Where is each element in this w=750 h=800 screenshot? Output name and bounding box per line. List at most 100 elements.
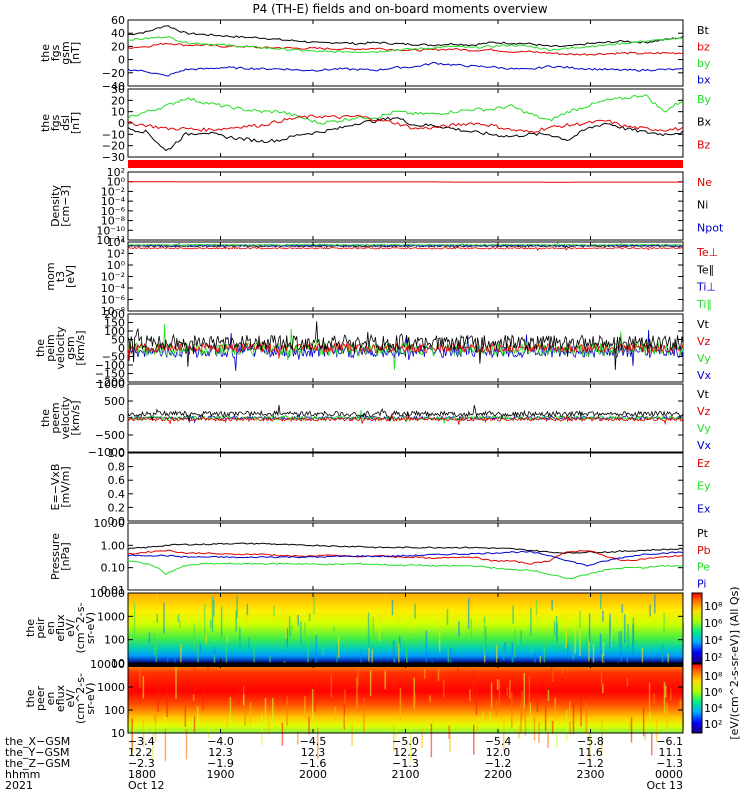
- panel-fgs_dsl-ytick-label: 30: [111, 83, 125, 96]
- panel-peer-streak: [518, 726, 520, 739]
- panel-fgs_gsm-ytick-label: 20: [111, 40, 125, 53]
- panel-peir-streak: [560, 607, 563, 616]
- panel-peir-ylabel: eV/: [64, 619, 77, 637]
- panel-fgs_gsm-series-2: [127, 36, 684, 54]
- panel-peer-streak: [164, 715, 166, 725]
- panel-peer-streak: [272, 698, 274, 724]
- panel-peir-streak: [378, 613, 381, 642]
- panel-peer-streak: [344, 715, 347, 727]
- xaxis-value-r3-c3: 2100: [392, 768, 420, 781]
- panel-mom_temp-ytick-label: 10⁻⁴: [101, 282, 126, 295]
- panel-density-ytick-label: 10⁰: [107, 176, 126, 189]
- panel-peer-streak: [551, 668, 554, 682]
- panel-peir-streak: [623, 614, 626, 643]
- panel-fgs_dsl-legend-0: By: [697, 93, 712, 106]
- panel-peir-streak: [226, 635, 229, 643]
- panel-peir-streak: [530, 646, 533, 654]
- xaxis-value-r2-c3: −1.3: [392, 757, 419, 770]
- xaxis-value-r1-c5: 11.6: [578, 746, 603, 759]
- panel-peir-streak: [248, 637, 250, 653]
- panel-peem_velocity-ylabel: [km/s]: [69, 400, 82, 435]
- xaxis-value-r2-c2: −1.6: [300, 757, 327, 770]
- panel-peim_velocity-ylabel: [km/s]: [74, 330, 87, 365]
- panel-fgs_dsl-series-2: [127, 114, 684, 133]
- panel-peer-streak: [344, 689, 346, 706]
- panel-peir-streak: [337, 637, 340, 658]
- panel-peer-streak: [226, 721, 228, 729]
- panel-mom_temp-line-3: [127, 245, 684, 251]
- panel-mom_temp-frame: [127, 241, 684, 312]
- panel-peer-ylabel: peer: [34, 686, 47, 712]
- panel-peir-streak: [148, 632, 151, 644]
- panel-peir-streak: [627, 624, 629, 655]
- panel-mom_temp-ytick-label: 10²: [107, 248, 125, 261]
- colorbar-upper-tick-2: 10⁴: [704, 634, 723, 647]
- panel-peer-streak: [547, 732, 549, 749]
- panel-fgs_dsl-ytick-label: 0: [118, 117, 125, 130]
- panel-peer-streak: [585, 701, 588, 733]
- panel-peir-streak: [203, 604, 206, 638]
- panel-peer-streak: [649, 711, 651, 723]
- panel-peer-streak: [351, 723, 353, 746]
- panel-peer-streak: [490, 682, 493, 708]
- panel-peir-streak: [496, 645, 498, 674]
- panel-peer-streak: [498, 680, 501, 705]
- panel-fgs_gsm-series-3: [127, 61, 684, 77]
- panel-peer-streak: [600, 672, 603, 686]
- panel-peir-streak: [601, 653, 604, 670]
- panel-peir-ylabel: en: [44, 621, 57, 635]
- panel-pressure-series-3: [127, 550, 684, 567]
- panel-peir-streak: [285, 616, 287, 639]
- panel-peir-streak: [391, 600, 394, 616]
- panel-peer-streak: [663, 681, 666, 714]
- panel-peer-ylabel: eflux: [54, 684, 67, 712]
- panel-peer-streak: [525, 676, 528, 705]
- panel-peem_velocity-legend-2: Vy: [697, 422, 711, 435]
- panel-fgs_dsl-ytick-label: 10: [111, 106, 125, 119]
- panel-peir-streak: [626, 657, 629, 668]
- panel-efield-ylabel: [mV/m]: [59, 466, 72, 507]
- panel-peir-streak: [205, 634, 207, 644]
- panel-peer-spectrogram: [128, 664, 683, 733]
- panel-efield-frame: [127, 452, 684, 522]
- panel-fgs_gsm-ytick-label: 60: [111, 14, 125, 27]
- panel-peer-streak: [521, 690, 523, 721]
- panel-density-ylabel: Density: [49, 185, 62, 227]
- status-bar: [128, 160, 683, 168]
- panel-peir-streak: [588, 638, 590, 662]
- panel-peir-streak: [225, 644, 228, 665]
- panel-peir-streak: [641, 647, 644, 668]
- panel-peir-streak: [385, 594, 387, 618]
- panel-peir-streak: [565, 612, 568, 649]
- panel-peim_velocity-legend-2: Vy: [697, 352, 711, 365]
- panel-peer-streak: [409, 730, 412, 763]
- panel-pressure-ytick-label: 10.00: [94, 517, 126, 530]
- panel-peer-streak: [642, 707, 645, 737]
- panel-peer-streak: [363, 697, 365, 733]
- panel-peim_velocity-ytick-label: 50: [111, 334, 125, 347]
- panel-peer-streak: [475, 686, 478, 715]
- panel-fgs_gsm-ytick-label: 40: [111, 27, 125, 40]
- panel-peim_velocity-ylabel: the: [34, 339, 47, 357]
- panel-peer-streak: [308, 716, 310, 735]
- panel-density-ytick-label: 10⁻⁸: [101, 215, 126, 228]
- panel-peer-streak: [568, 700, 571, 715]
- panel-peir-streak: [220, 606, 223, 638]
- panel-peir-streak: [392, 640, 395, 666]
- panel-peem_velocity-ytick-label: −500: [95, 429, 125, 442]
- panel-peir-streak: [609, 613, 611, 650]
- panel-pressure-ytick-label: 1.00: [101, 539, 126, 552]
- panel-mom_temp-ylabel: t3: [54, 271, 67, 282]
- xaxis-value-r0-c0: −3.4: [128, 735, 155, 748]
- panel-peim_velocity-legend-3: Vx: [697, 369, 712, 382]
- panel-peer-streak: [393, 673, 395, 691]
- panel-peer-streak: [472, 724, 475, 755]
- panel-peer-streak: [193, 716, 196, 732]
- panel-peem_velocity-line-1: [127, 410, 684, 424]
- xaxis-value-r0-c5: −5.8: [577, 735, 604, 748]
- panel-pressure-ylabel: [nPa]: [59, 542, 72, 570]
- xaxis-value-r0-c6: −6.1: [656, 735, 683, 748]
- panel-peer-streak: [520, 702, 522, 734]
- panel-peir-streak: [530, 607, 532, 636]
- panel-peer-streak: [482, 711, 484, 731]
